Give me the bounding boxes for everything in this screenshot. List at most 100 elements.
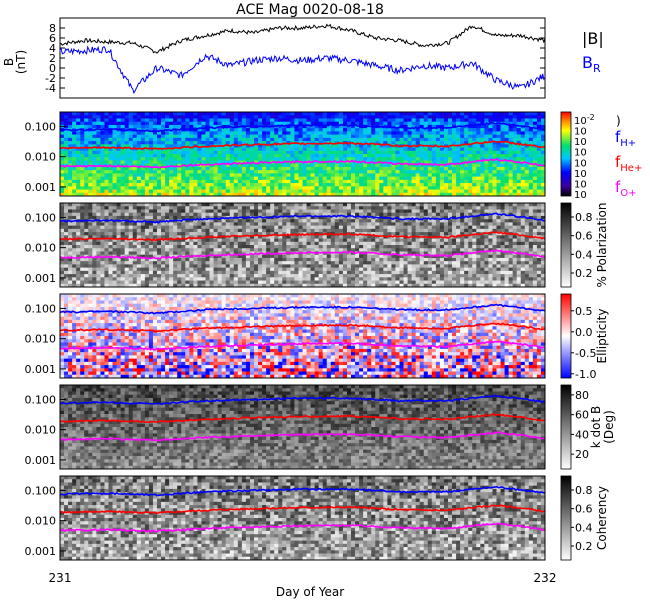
spectrogram-cell — [270, 186, 275, 190]
spectrogram-cell — [165, 245, 170, 249]
spectrogram-cell — [431, 137, 437, 142]
spectrogram-cell — [249, 228, 255, 233]
spectrogram-cell — [80, 206, 85, 210]
spectrogram-cell — [310, 228, 315, 233]
spectrogram-cell — [318, 186, 324, 190]
spectrogram-cell — [173, 183, 178, 187]
spectrogram-cell — [221, 270, 227, 275]
spectrogram-cell — [286, 225, 291, 230]
spectrogram-cell — [326, 222, 332, 226]
spectrogram-cell — [157, 261, 162, 265]
spectrogram-cell — [120, 115, 125, 119]
spectrogram-cell — [472, 124, 477, 129]
spectrogram-cell — [205, 270, 210, 275]
spectrogram-cell — [245, 176, 251, 181]
spectrogram-cell — [245, 238, 251, 243]
spectrogram-cell — [423, 173, 429, 177]
spectrogram-cell — [411, 192, 416, 197]
spectrogram-cell — [415, 166, 421, 171]
spectrogram-cell — [282, 274, 287, 278]
spectrogram-cell — [165, 212, 170, 217]
spectrogram-cell — [306, 209, 311, 213]
spectrogram-cell — [419, 176, 425, 181]
spectrogram-cell — [528, 147, 534, 152]
spectrogram-cell — [262, 150, 267, 155]
spectrogram-cell — [136, 241, 142, 246]
spectrogram-cell — [144, 277, 150, 281]
spectrogram-cell — [136, 115, 142, 119]
spectrogram-cell — [310, 189, 315, 194]
spectrogram-cell — [464, 170, 469, 174]
spectrogram-cell — [318, 183, 324, 187]
spectrogram-cell — [189, 241, 194, 246]
spectrogram-cell — [152, 131, 158, 135]
spectrogram-cell — [346, 163, 352, 168]
spectrogram-cell — [140, 173, 146, 177]
spectrogram-cell — [334, 134, 340, 139]
spectrogram-cell — [367, 115, 372, 119]
spectrogram-cell — [152, 186, 158, 190]
spectrogram-cell — [177, 212, 182, 217]
spectrogram-cell — [274, 203, 279, 207]
spectrogram-cell — [298, 166, 303, 171]
spectrogram-cell — [363, 186, 368, 190]
spectrogram-cell — [452, 170, 457, 174]
spectrogram-cell — [152, 280, 158, 285]
spectrogram-cell — [68, 121, 73, 126]
spectrogram-cell — [266, 232, 271, 236]
spectrogram-cell — [346, 115, 352, 119]
spectrogram-cell — [157, 183, 162, 187]
spectrogram-cell — [177, 131, 182, 135]
spectrogram-cell — [245, 173, 251, 177]
spectrogram-cell — [197, 245, 202, 249]
spectrogram-cell — [504, 112, 509, 116]
spectrogram-cell — [140, 137, 146, 142]
spectrogram-cell — [415, 124, 421, 129]
panel-b-ytick-label: -2 — [45, 72, 56, 85]
spectrogram-cell — [338, 241, 344, 246]
spectrogram-cell — [161, 131, 166, 135]
spectrogram-cell — [536, 192, 542, 197]
spectrogram-cell — [371, 166, 376, 171]
spectrogram-cell — [136, 137, 142, 142]
spectrogram-cell — [128, 245, 134, 249]
spectrogram-cell — [177, 173, 182, 177]
colorbar-power-tick: 10 — [574, 148, 587, 159]
spectrogram-cell — [72, 118, 77, 122]
spectrogram-cell — [76, 215, 81, 220]
spectrogram-cell — [209, 277, 214, 281]
spectrogram-cell — [161, 248, 166, 252]
spectrogram-cell — [136, 238, 142, 243]
spectrogram-cell — [213, 131, 218, 135]
spectrogram-cell — [278, 144, 283, 148]
spectrogram-cell — [140, 228, 146, 233]
spectrogram-cell — [161, 179, 166, 184]
spectrogram-cell — [229, 189, 235, 194]
spectrogram-cell — [274, 192, 279, 197]
spectrogram-cell — [282, 115, 287, 119]
spectrogram-cell — [520, 121, 526, 126]
spectrogram-cell — [205, 232, 210, 236]
spectrogram-cell — [278, 163, 283, 168]
spectrogram-cell — [132, 225, 138, 230]
spectrogram-cell — [84, 121, 89, 126]
spectrogram-cell — [120, 235, 125, 239]
spectrogram-cell — [254, 261, 259, 265]
spectrogram-cell — [310, 238, 315, 243]
spectrogram-cell — [173, 118, 178, 122]
spectrogram-cell — [96, 112, 101, 116]
spectrogram-cell — [205, 176, 210, 181]
spectrogram-cell — [338, 267, 344, 272]
spectrogram-cell — [173, 134, 178, 139]
spectrogram-cell — [84, 160, 89, 164]
spectrogram-cell — [403, 163, 408, 168]
spectrogram-cell — [165, 189, 170, 194]
spectrogram-cell — [282, 228, 287, 233]
spectrogram-cell — [274, 131, 279, 135]
spectrogram-cell — [254, 257, 259, 262]
spectrogram-cell — [290, 154, 295, 158]
spectrogram-cell — [338, 183, 344, 187]
spectrogram-cell — [181, 131, 186, 135]
spectrogram-cell — [464, 134, 469, 139]
spectrogram-cell — [464, 137, 469, 142]
